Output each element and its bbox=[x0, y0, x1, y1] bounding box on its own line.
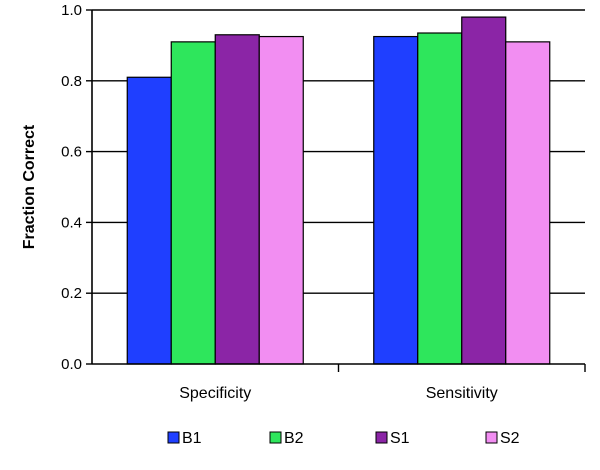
legend-label: B2 bbox=[284, 430, 304, 447]
category-label: Specificity bbox=[179, 385, 251, 402]
legend-label: B1 bbox=[182, 430, 202, 447]
legend-swatch-b2 bbox=[269, 431, 282, 444]
category-labels: Specificity Sensitivity bbox=[179, 385, 498, 402]
bar-b2-specificity bbox=[170, 41, 216, 365]
y-axis-label: Fraction Correct bbox=[21, 124, 38, 249]
bar-s1-specificity bbox=[214, 34, 260, 365]
y-tick-labels: 0.0 0.2 0.4 0.6 0.8 1.0 bbox=[61, 2, 82, 373]
bars bbox=[126, 16, 586, 372]
legend-swatch-s1 bbox=[375, 431, 388, 444]
bar-b1-sensitivity bbox=[373, 35, 419, 365]
legend-swatch-s2 bbox=[485, 431, 498, 444]
legend-label: S1 bbox=[390, 430, 410, 447]
y-tick-label: 1.0 bbox=[61, 2, 82, 19]
axes bbox=[91, 10, 585, 365]
bar-s2-specificity bbox=[258, 35, 304, 365]
y-tick-label: 0.0 bbox=[61, 356, 82, 373]
bar-b1-specificity bbox=[126, 76, 172, 365]
y-tick-label: 0.2 bbox=[61, 285, 82, 302]
y-tick-label: 0.6 bbox=[61, 144, 82, 161]
category-label: Sensitivity bbox=[426, 385, 498, 402]
legend: B1 B2 S1 S2 bbox=[167, 430, 520, 447]
bar-b2-sensitivity bbox=[417, 32, 463, 365]
legend-label: S2 bbox=[500, 430, 520, 447]
legend-swatch-b1 bbox=[167, 431, 180, 444]
bar-s2-sensitivity bbox=[505, 41, 551, 365]
bar-s1-sensitivity bbox=[461, 16, 507, 365]
y-tick-label: 0.8 bbox=[61, 73, 82, 90]
y-tick-label: 0.4 bbox=[61, 214, 82, 231]
